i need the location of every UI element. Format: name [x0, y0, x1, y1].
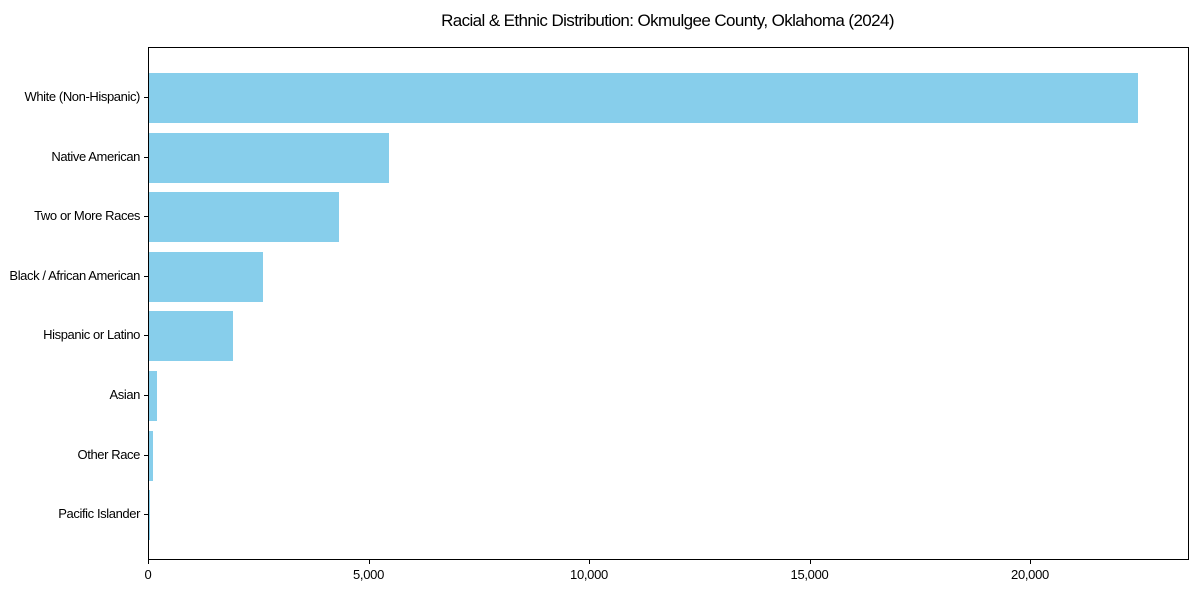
x-tick-label: 20,000: [1011, 567, 1049, 582]
y-tick-mark: [144, 216, 148, 218]
y-tick-mark: [144, 156, 148, 158]
y-tick-mark: [144, 335, 148, 337]
y-tick-mark: [144, 514, 148, 516]
x-tick-label: 5,000: [352, 567, 385, 582]
category-label: Two or More Races: [34, 208, 140, 224]
x-tick-label: 15,000: [790, 567, 829, 582]
y-tick-mark: [144, 454, 148, 456]
x-tick-label: 0: [144, 567, 152, 582]
category-label: White (Non-Hispanic): [24, 89, 140, 104]
category-label: Asian: [109, 387, 140, 402]
bar: [149, 192, 339, 243]
x-tick-mark: [368, 560, 370, 564]
bar: [149, 311, 234, 362]
y-tick-mark: [144, 395, 148, 396]
x-tick-mark: [148, 560, 149, 564]
y-tick-mark: [144, 275, 148, 277]
chart-title: Racial & Ethnic Distribution: Okmulgee C…: [441, 11, 894, 30]
category-label: Native American: [51, 148, 140, 164]
bar: [149, 371, 157, 421]
category-label: Other Race: [77, 446, 141, 462]
y-tick-mark: [144, 97, 148, 98]
category-label: Hispanic or Latino: [43, 327, 140, 343]
bar: [149, 251, 264, 302]
bar: [149, 132, 390, 183]
category-label: Black / African American: [9, 267, 140, 283]
plot-area: [148, 47, 1189, 560]
x-tick-mark: [1030, 560, 1031, 564]
x-tick-label: 10,000: [570, 567, 608, 582]
bar: [149, 73, 1139, 123]
x-tick-mark: [809, 560, 811, 564]
x-tick-mark: [589, 560, 590, 564]
category-label: Pacific Islander: [58, 506, 140, 522]
bar: [149, 430, 153, 481]
